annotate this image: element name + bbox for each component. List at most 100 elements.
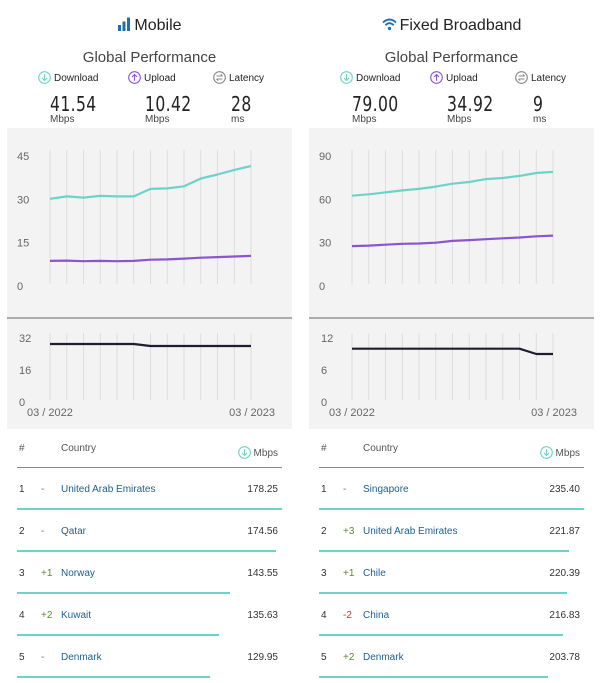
global-performance-heading: Global Performance xyxy=(82,49,217,66)
rank-number: 2 xyxy=(19,526,25,537)
latency-series-line xyxy=(50,342,251,348)
country-link[interactable]: Norway xyxy=(61,568,95,579)
y-tick-label: 30 xyxy=(17,194,29,206)
rank-number: 3 xyxy=(321,568,327,579)
y-tick-label: 90 xyxy=(319,151,331,163)
table-row[interactable]: 2 - Qatar 174.56 xyxy=(7,513,292,555)
speed-bar xyxy=(17,550,276,552)
download-metric: Download 41.54 Mbps xyxy=(38,71,118,125)
y-tick-label: 0 xyxy=(321,397,327,409)
speed-value: 174.56 xyxy=(247,526,278,537)
rank-column-header: # xyxy=(19,443,25,454)
mbps-column-header: Mbps xyxy=(237,446,278,462)
rank-number: 5 xyxy=(19,652,25,663)
country-column-header: Country xyxy=(363,443,399,454)
y-tick-label: 60 xyxy=(319,194,331,206)
latency-icon xyxy=(515,71,528,87)
download-label: Download xyxy=(356,73,401,84)
speed-value: 178.25 xyxy=(247,484,278,495)
rank-change: -2 xyxy=(343,610,352,621)
upload-series-line xyxy=(49,254,252,263)
country-link[interactable]: United Arab Emirates xyxy=(363,526,458,537)
download-arrow-icon xyxy=(539,446,553,462)
speed-bar xyxy=(17,634,219,636)
panel-title: Fixed Broadband xyxy=(309,17,594,36)
panel-title: Mobile xyxy=(7,17,292,36)
latency-value: 28 xyxy=(231,92,252,116)
fixed-broadband-panel: Fixed Broadband Global Performance Downl… xyxy=(309,8,594,683)
x-tick-label: 03 / 2022 xyxy=(27,407,73,419)
speed-value: 203.78 xyxy=(549,652,580,663)
rank-number: 4 xyxy=(19,610,25,621)
rank-number: 3 xyxy=(19,568,25,579)
rank-number: 4 xyxy=(321,610,327,621)
download-series-line xyxy=(351,170,554,197)
download-value: 79.00 xyxy=(352,92,399,116)
upload-label: Upload xyxy=(144,73,176,84)
download-arrow-icon xyxy=(237,446,251,462)
rank-change: - xyxy=(41,652,45,663)
upload-value: 10.42 xyxy=(145,92,192,116)
panel-title-text: Fixed Broadband xyxy=(399,17,522,34)
y-tick-label: 30 xyxy=(319,238,331,250)
table-row[interactable]: 1 - United Arab Emirates 178.25 xyxy=(7,471,292,513)
table-row[interactable]: 2 +3 United Arab Emirates 221.87 xyxy=(309,513,594,555)
header-divider xyxy=(17,467,282,468)
table-row[interactable]: 4 +2 Kuwait 135.63 xyxy=(7,597,292,639)
speed-value: 216.83 xyxy=(549,610,580,621)
table-row[interactable]: 3 +1 Norway 143.55 xyxy=(7,555,292,597)
wifi-icon xyxy=(381,18,397,36)
upload-arrow-icon xyxy=(430,71,443,87)
charts-area: 90 60 30 0 12 6 0 03 / 2022 03 / 2023 xyxy=(309,128,594,429)
panel-title-text: Mobile xyxy=(134,17,182,34)
country-link[interactable]: Denmark xyxy=(61,652,102,663)
y-tick-label: 16 xyxy=(19,365,31,377)
latency-metric: Latency 9 ms xyxy=(515,71,595,125)
country-link[interactable]: Chile xyxy=(363,568,386,579)
rank-number: 1 xyxy=(19,484,25,495)
rank-number: 5 xyxy=(321,652,327,663)
country-link[interactable]: United Arab Emirates xyxy=(61,484,156,495)
speed-bar xyxy=(319,676,548,678)
country-link[interactable]: Kuwait xyxy=(61,610,92,621)
rank-column-header: # xyxy=(321,443,327,454)
download-unit: Mbps xyxy=(352,114,377,125)
country-link[interactable]: Singapore xyxy=(363,484,409,495)
latency-metric: Latency 28 ms xyxy=(213,71,293,125)
table-row[interactable]: 5 +2 Denmark 203.78 xyxy=(309,639,594,681)
rank-change: - xyxy=(41,484,45,495)
speed-bar xyxy=(319,550,569,552)
rank-change: - xyxy=(41,526,45,537)
table-row[interactable]: 4 -2 China 216.83 xyxy=(309,597,594,639)
country-link[interactable]: China xyxy=(363,610,390,621)
upload-arrow-icon xyxy=(128,71,141,87)
country-link[interactable]: Qatar xyxy=(61,526,87,537)
latency-label: Latency xyxy=(229,73,265,84)
speed-value: 129.95 xyxy=(247,652,278,663)
download-series-line xyxy=(49,164,252,200)
rank-number: 1 xyxy=(321,484,327,495)
signal-bars-icon xyxy=(117,17,131,36)
country-link[interactable]: Denmark xyxy=(363,652,404,663)
x-tick-label: 03 / 2023 xyxy=(531,407,577,419)
charts-area: 45 30 15 0 32 16 0 03 / 2022 03 / 2023 xyxy=(7,128,292,429)
speed-value: 221.87 xyxy=(549,526,580,537)
x-tick-label: 03 / 2022 xyxy=(329,407,375,419)
table-row[interactable]: 5 - Denmark 129.95 xyxy=(7,639,292,681)
x-tick-label: 03 / 2023 xyxy=(229,407,275,419)
y-tick-label: 0 xyxy=(17,281,23,293)
speed-bar xyxy=(17,676,210,678)
country-column-header: Country xyxy=(61,443,97,454)
speed-bar xyxy=(17,592,230,594)
table-row[interactable]: 3 +1 Chile 220.39 xyxy=(309,555,594,597)
rank-change: +2 xyxy=(343,652,355,663)
upload-unit: Mbps xyxy=(447,114,472,125)
speed-value: 220.39 xyxy=(549,568,580,579)
speed-value: 135.63 xyxy=(247,610,278,621)
table-row[interactable]: 1 - Singapore 235.40 xyxy=(309,471,594,513)
upload-value: 34.92 xyxy=(447,92,494,116)
rank-change: +1 xyxy=(343,568,355,579)
y-tick-label: 32 xyxy=(19,333,31,345)
